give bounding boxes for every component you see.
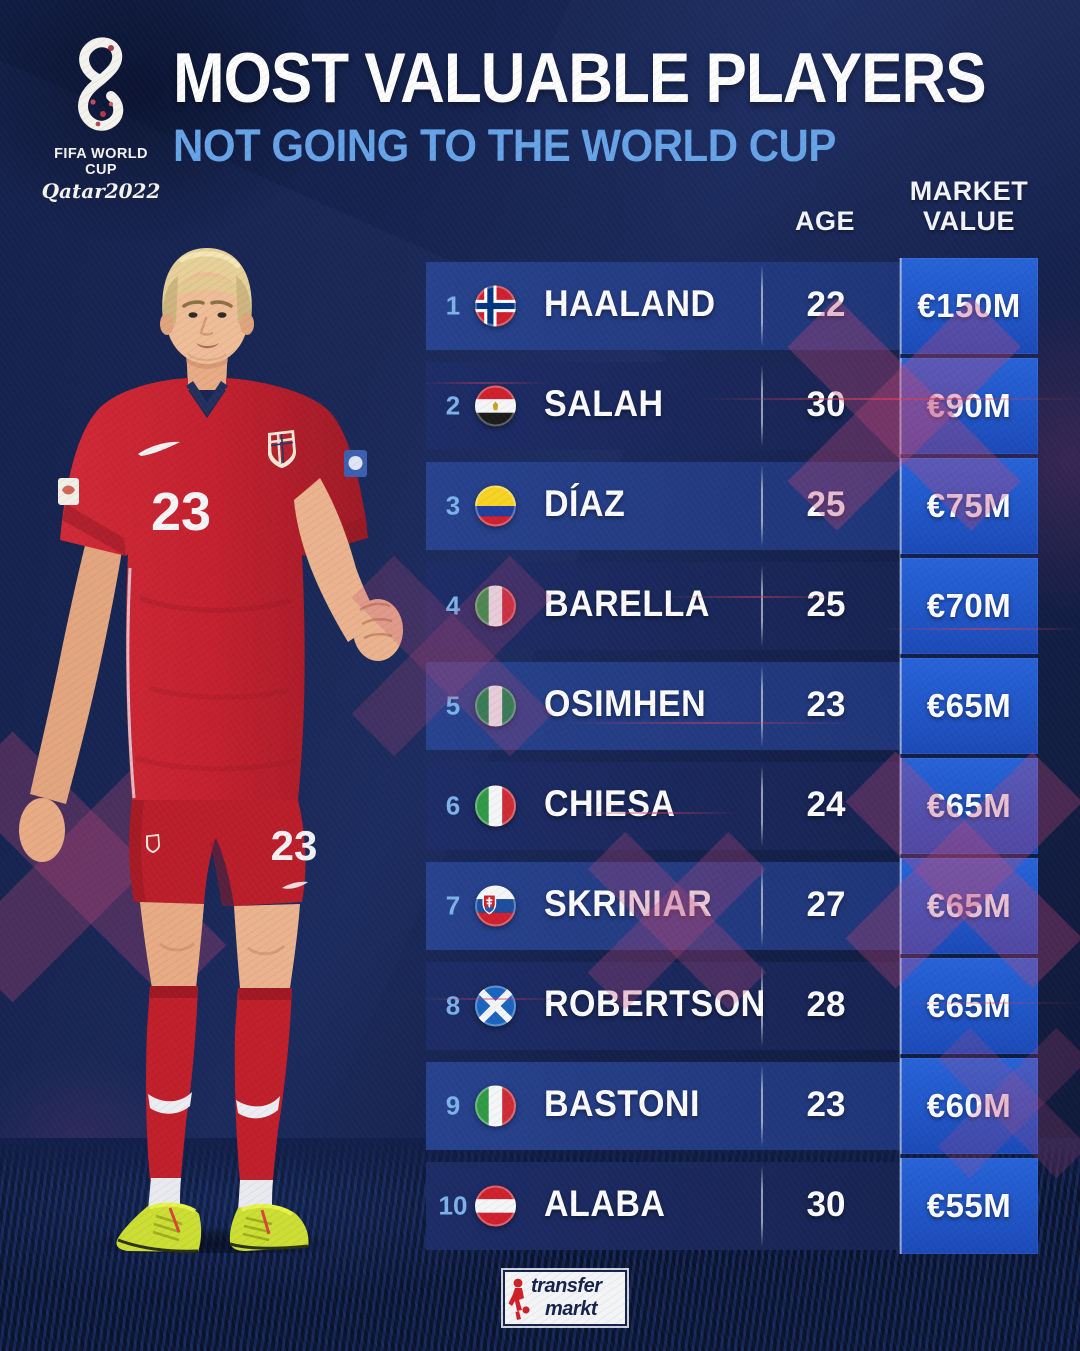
player-name: ALABA: [544, 1183, 666, 1225]
column-divider: [761, 865, 763, 947]
fifa-world-cup-logo: FIFA WORLD CUP Qatar2022: [40, 36, 162, 203]
market-value: €65M: [900, 658, 1038, 754]
table-row: 5 OSIMHEN 23 €65M: [426, 658, 1038, 754]
qatar-2022-emblem-icon: [77, 37, 124, 131]
value-label: VALUE: [922, 206, 1015, 236]
age-value: 28: [806, 985, 846, 1025]
player-name: CHIESA: [544, 783, 676, 825]
nike-swoosh-icon: [138, 441, 180, 456]
age-value: 22: [806, 285, 846, 325]
shirt-collar: [186, 381, 228, 416]
rank-number: 9: [445, 1090, 461, 1121]
flag-italy-icon: [475, 585, 516, 627]
table-row: 4 BARELLA 25 €70M: [426, 558, 1038, 654]
rank-number: 7: [445, 890, 461, 921]
rank-number: 3: [445, 490, 461, 521]
player-name: DÍAZ: [544, 483, 626, 525]
table-row: 6 CHIESA 24 €65M: [426, 758, 1038, 854]
column-divider: [761, 465, 763, 547]
market-value: €90M: [900, 358, 1038, 454]
flag-nigeria-icon: [475, 685, 516, 727]
brand-word-transfer: transfer: [531, 1275, 602, 1297]
market-value: €65M: [900, 758, 1038, 854]
shorts-number: 23: [271, 822, 318, 869]
age-value: 23: [806, 1085, 846, 1125]
rank-number: 4: [445, 590, 461, 621]
transfermarkt-logo: transfer markt: [503, 1270, 627, 1326]
column-divider: [761, 665, 763, 747]
flag-scotland-icon: [475, 985, 516, 1027]
market-value: €55M: [900, 1158, 1038, 1254]
market-value: €65M: [900, 858, 1038, 954]
norway-crest-icon: [268, 430, 296, 468]
table-row: 3 DÍAZ 25 €75M: [426, 458, 1038, 554]
page-title: MOST VALUABLE PLAYERS: [173, 39, 987, 119]
rank-number: 6: [445, 790, 461, 821]
transfermarkt-player-icon: [508, 1278, 530, 1320]
age-value: 24: [806, 785, 846, 825]
rank-number: 8: [445, 990, 461, 1021]
fifa-logo-text: FIFA WORLD CUP: [54, 146, 148, 178]
column-divider: [761, 1065, 763, 1147]
column-divider: [761, 565, 763, 647]
player-name: ROBERTSON: [544, 983, 766, 1025]
market-value: €75M: [900, 458, 1038, 554]
age-value: 27: [806, 885, 846, 925]
header-titles: MOST VALUABLE PLAYERS NOT GOING TO THE W…: [173, 39, 987, 171]
player-name: BASTONI: [544, 1083, 700, 1125]
column-divider: [761, 765, 763, 847]
table-row: 7 SKRINIAR 27 €65M: [426, 858, 1038, 954]
age-value: 25: [806, 485, 846, 525]
player-name: SKRINIAR: [544, 883, 713, 925]
shorts-crest-icon: [146, 834, 160, 853]
player-name: OSIMHEN: [544, 683, 707, 725]
age-value: 30: [806, 1185, 846, 1225]
shirt-number: 23: [151, 482, 211, 542]
rank-number: 2: [445, 390, 461, 421]
market-value: €60M: [900, 1058, 1038, 1154]
table-row: 9 BASTONI 23 €60M: [426, 1058, 1038, 1154]
column-divider: [761, 965, 763, 1047]
rank-number: 10: [438, 1190, 468, 1221]
column-divider: [761, 365, 763, 447]
flag-norway-icon: [475, 285, 516, 327]
market-value: €150M: [900, 258, 1038, 354]
column-header-age: AGE: [794, 206, 855, 236]
flag-austria-icon: [475, 1185, 516, 1227]
brand-word-markt: markt: [545, 1298, 597, 1320]
flag-egypt-icon: [475, 385, 516, 427]
column-header-market-value: MARKET VALUE: [900, 176, 1038, 236]
market-value: €70M: [900, 558, 1038, 654]
flag-slovakia-icon: [475, 885, 516, 927]
page-subtitle: NOT GOING TO THE WORLD CUP: [173, 119, 836, 171]
flag-italy-icon: [475, 1085, 516, 1127]
age-value: 23: [806, 685, 846, 725]
rank-number: 5: [445, 690, 461, 721]
column-divider: [761, 1165, 763, 1247]
qatar-2022-text: Qatar2022: [41, 179, 161, 203]
market-value: €65M: [900, 958, 1038, 1054]
nike-swoosh-icon: [282, 881, 308, 889]
table-row: 10 ALABA 30 €55M: [426, 1158, 1038, 1254]
table-row: 8 ROBERTSON 28 €65M: [426, 958, 1038, 1054]
flag-italy-icon: [475, 785, 516, 827]
market-label: MARKET: [909, 176, 1029, 206]
player-name: SALAH: [544, 383, 664, 425]
player-name: HAALAND: [544, 283, 716, 325]
rank-number: 1: [445, 290, 461, 321]
player-photo-haaland: 23 23: [19, 248, 403, 1253]
flag-colombia-icon: [475, 485, 516, 527]
volt-boots: [116, 1202, 309, 1253]
table-row: 2 SALAH 30 €90M: [426, 358, 1038, 454]
player-head: [160, 248, 254, 364]
column-divider: [761, 265, 763, 347]
player-name: BARELLA: [544, 583, 710, 625]
age-value: 25: [806, 585, 846, 625]
table-row: 1 HAALAND 22 €150M: [426, 258, 1038, 354]
age-value: 30: [806, 385, 846, 425]
